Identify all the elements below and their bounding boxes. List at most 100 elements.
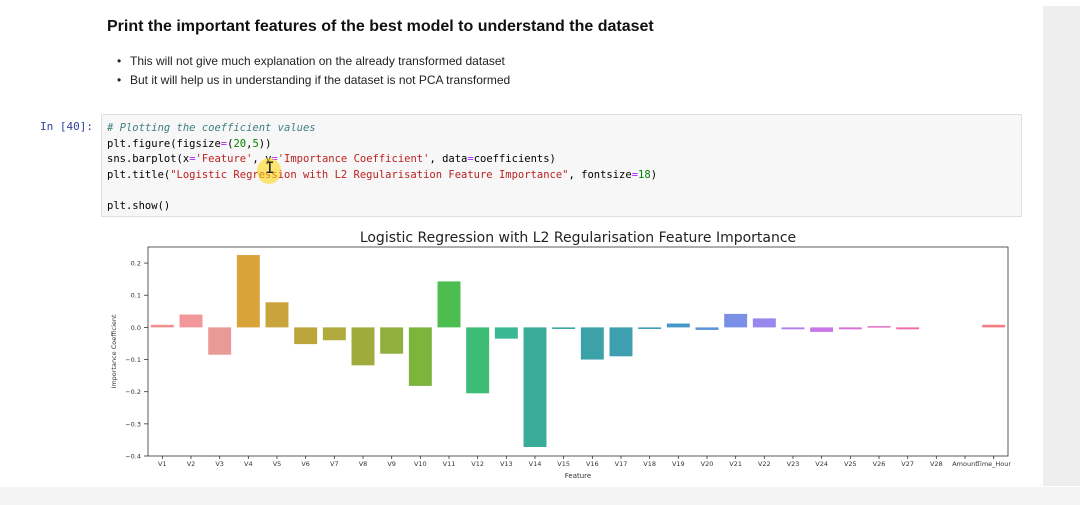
code-number: 18	[638, 168, 651, 181]
bar-V8	[351, 327, 375, 366]
markdown-bullet-list: This will not give much explanation on t…	[117, 52, 510, 90]
y-tick-label: −0.4	[125, 453, 141, 461]
bar-V18	[638, 327, 662, 329]
x-tick-label: V14	[529, 460, 542, 468]
text-cursor-icon: I	[265, 158, 275, 177]
code-number: 20	[233, 137, 247, 150]
code-token: ,	[246, 137, 253, 150]
bar-V3	[208, 327, 232, 355]
code-token: =	[220, 137, 228, 150]
code-token: )	[650, 168, 658, 181]
code-token: (	[227, 137, 234, 150]
cursor-highlight	[257, 158, 281, 184]
code-token: , fontsize	[568, 168, 632, 181]
code-token: plt.title(	[107, 168, 171, 181]
code-token: =	[189, 153, 196, 166]
x-tick-label: Time_Hour	[975, 460, 1011, 468]
y-axis-label: Importance Coefficient	[110, 314, 118, 389]
x-tick-label: V7	[330, 460, 339, 468]
x-tick-label: V5	[273, 460, 282, 468]
x-tick-label: V11	[443, 460, 456, 468]
x-tick-label: V9	[387, 460, 396, 468]
code-string: 'Feature'	[195, 153, 253, 166]
code-token: , data	[429, 153, 468, 166]
code-token: ))	[258, 137, 272, 150]
bar-V13	[494, 327, 518, 339]
bar-Time_Hour	[982, 324, 1006, 328]
x-tick-label: V21	[729, 460, 742, 468]
x-tick-label: V15	[557, 460, 570, 468]
feature-importance-chart: Logistic Regression with L2 Regularisati…	[110, 230, 1011, 480]
bar-V14	[523, 327, 547, 447]
x-tick-label: V24	[815, 460, 828, 468]
x-tick-label: V17	[615, 460, 628, 468]
y-tick-label: 0.1	[131, 292, 141, 300]
x-tick-label: V10	[414, 460, 427, 468]
x-tick-label: V12	[471, 460, 484, 468]
x-tick-label: V26	[873, 460, 886, 468]
code-token: plt.figure(figsize	[107, 137, 221, 150]
code-token: coefficients)	[473, 153, 556, 166]
x-tick-label: V3	[215, 460, 224, 468]
x-tick-label: V19	[672, 460, 685, 468]
bar-V6	[294, 327, 318, 345]
x-tick-label: V18	[643, 460, 656, 468]
bar-V26	[867, 326, 891, 328]
code-editor[interactable]: # Plotting the coefficient values plt.fi…	[107, 121, 657, 215]
plot-frame	[147, 246, 1009, 457]
bar-V20	[695, 327, 719, 330]
bottom-strip	[0, 487, 1080, 505]
x-tick-label: V6	[301, 460, 310, 468]
bar-V23	[781, 327, 805, 330]
chart-title: Logistic Regression with L2 Regularisati…	[360, 230, 796, 246]
x-axis-label: Feature	[565, 472, 591, 480]
x-tick-label: V27	[901, 460, 914, 468]
bar-V9	[380, 327, 404, 354]
bullet-item: This will not give much explanation on t…	[117, 52, 510, 71]
code-cell[interactable]: # Plotting the coefficient values plt.fi…	[101, 114, 1022, 217]
bar-V10	[408, 327, 432, 386]
x-tick-label: Amount	[952, 460, 978, 468]
bar-V27	[896, 327, 920, 330]
cell-prompt: In [40]:	[40, 120, 93, 133]
x-tick-label: V25	[844, 460, 857, 468]
x-tick-label: V2	[187, 460, 196, 468]
code-number: 5	[252, 137, 259, 150]
x-tick-label: V22	[758, 460, 771, 468]
x-tick-label: V28	[930, 460, 943, 468]
bar-V19	[666, 323, 690, 328]
x-tick-label: V1	[158, 460, 167, 468]
bar-V25	[838, 327, 862, 330]
bar-V2	[179, 314, 203, 328]
x-tick-label: V4	[244, 460, 253, 468]
bar-V16	[580, 327, 604, 360]
code-comment: # Plotting the coefficient values	[107, 122, 316, 134]
code-string: "Logistic Regression with L2 Regularisat…	[170, 168, 569, 181]
bullet-item: But it will help us in understanding if …	[117, 71, 510, 90]
code-token: =	[467, 153, 474, 166]
x-tick-label: V8	[359, 460, 368, 468]
code-token: plt.show()	[107, 199, 171, 212]
x-tick-label: V23	[787, 460, 800, 468]
bar-V15	[552, 327, 576, 329]
bar-V17	[609, 327, 633, 357]
x-tick-label: V16	[586, 460, 599, 468]
x-tick-label: V13	[500, 460, 513, 468]
bar-V4	[236, 255, 260, 328]
vertical-scrollbar[interactable]	[1043, 6, 1080, 486]
code-token: sns.barplot(x	[107, 153, 190, 166]
bar-V24	[810, 327, 834, 332]
y-tick-label: 0.2	[131, 260, 141, 268]
y-tick-label: 0.0	[131, 324, 141, 332]
y-tick-label: −0.3	[125, 420, 141, 428]
y-tick-label: −0.1	[125, 356, 141, 364]
y-tick-label: −0.2	[125, 388, 141, 396]
bar-V1	[150, 324, 174, 328]
bar-V12	[466, 327, 490, 394]
bar-V21	[724, 313, 748, 328]
bar-V5	[265, 302, 289, 328]
bar-V11	[437, 281, 461, 328]
bar-V7	[322, 327, 346, 341]
x-tick-label: V20	[701, 460, 714, 468]
markdown-heading: Print the important features of the best…	[107, 18, 654, 35]
